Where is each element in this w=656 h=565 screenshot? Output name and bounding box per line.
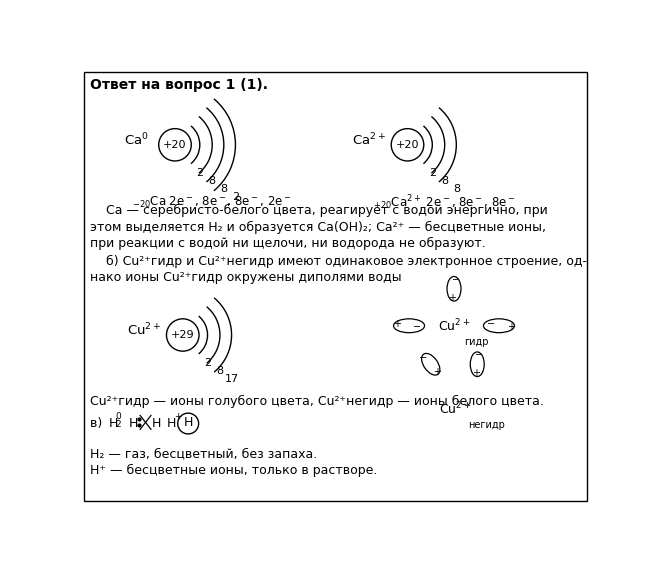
Text: Cu$^{2+}$: Cu$^{2+}$ [440,401,472,417]
Text: +29: +29 [171,330,195,340]
Text: +20: +20 [163,140,187,150]
Text: $_{-20}$Ca 2e$^-$, 8e$^-$, 8e$^-$, 2e$^-$: $_{-20}$Ca 2e$^-$, 8e$^-$, 8e$^-$, 2e$^-… [133,195,292,210]
Circle shape [391,129,424,161]
Text: в): в) [90,416,106,429]
Text: −: − [475,350,483,360]
Text: +: + [433,367,441,377]
Text: при реакции с водой ни щелочи, ни водорода не образуют.: при реакции с водой ни щелочи, ни водоро… [90,237,485,250]
Text: 2: 2 [232,192,239,202]
Text: Cu$^{2+}$: Cu$^{2+}$ [438,318,470,334]
Text: нако ионы Cu²⁺гидр окружены диполями воды: нако ионы Cu²⁺гидр окружены диполями вод… [90,271,401,284]
Text: Ca$^0$: Ca$^0$ [124,132,149,149]
Text: −: − [413,322,421,332]
Text: 0: 0 [115,412,121,421]
Text: +: + [449,293,457,303]
Text: +: + [393,319,401,329]
Text: Н⁺ — бесцветные ионы, только в растворе.: Н⁺ — бесцветные ионы, только в растворе. [90,464,377,477]
Text: +: + [472,368,480,379]
Text: +: + [507,322,516,332]
Text: H: H [167,416,176,429]
Text: H: H [129,416,138,429]
Text: Са — серебристо-белого цвета, реагирует с водой энергично, при: Са — серебристо-белого цвета, реагирует … [90,204,548,217]
Text: этом выделяется Н₂ и образуется Са(ОН)₂; Са²⁺ — бесцветные ионы,: этом выделяется Н₂ и образуется Са(ОН)₂;… [90,221,546,234]
Circle shape [159,129,192,161]
Text: H: H [184,416,193,429]
Text: Cu$^{2+}$: Cu$^{2+}$ [127,322,161,338]
Text: −: − [487,319,495,329]
Text: 17: 17 [224,374,239,384]
Text: 2: 2 [204,358,211,368]
Text: Ca$^{2+}$: Ca$^{2+}$ [352,132,386,149]
Text: Ответ на вопрос 1 (1).: Ответ на вопрос 1 (1). [90,78,268,92]
Text: гидр: гидр [464,337,489,346]
Text: 2: 2 [196,168,203,178]
Text: Н₂ — газ, бесцветный, без запаха.: Н₂ — газ, бесцветный, без запаха. [90,447,317,460]
Text: 8: 8 [441,176,448,186]
Text: б) Cu²⁺гидр и Cu²⁺негидр имеют одинаковое электронное строение, од-: б) Cu²⁺гидр и Cu²⁺негидр имеют одинаково… [90,255,586,268]
Text: +: + [174,412,181,421]
Text: негидр: негидр [468,420,505,430]
Text: −: − [419,353,427,363]
Text: 8: 8 [209,176,216,186]
Text: +20: +20 [396,140,419,150]
Text: 8: 8 [453,184,460,194]
Text: 2: 2 [115,420,121,429]
Text: 8: 8 [220,184,228,194]
Text: 2: 2 [429,168,436,178]
Text: H: H [152,416,161,429]
Text: 8: 8 [216,366,224,376]
Text: $_{+20}$Ca$^{2+}$ 2e$^-$, 8e$^-$, 8e$^-$: $_{+20}$Ca$^{2+}$ 2e$^-$, 8e$^-$, 8e$^-$ [373,193,516,212]
Text: −: − [451,275,460,285]
Circle shape [167,319,199,351]
Text: H: H [109,416,119,429]
Text: Cu²⁺гидр — ионы голубого цвета, Cu²⁺негидр — ионы белого цвета.: Cu²⁺гидр — ионы голубого цвета, Cu²⁺неги… [90,395,544,408]
